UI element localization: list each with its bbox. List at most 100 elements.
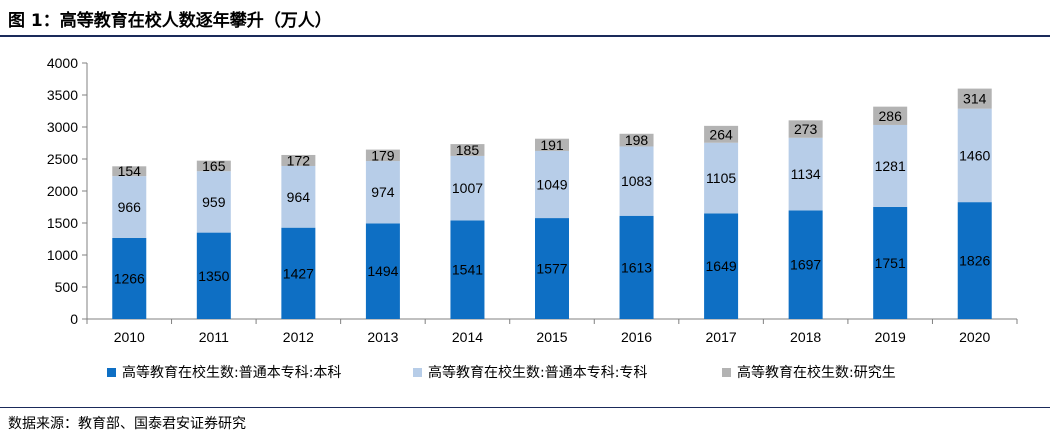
data-label: 964 [287,189,311,205]
data-label: 264 [709,126,733,142]
legend-item-junior: 高等教育在校生数:普通本专科:专科 [413,362,647,382]
data-label: 185 [456,142,480,158]
bar-segment [788,137,823,211]
y-tick-label: 500 [55,279,79,295]
data-label: 165 [202,158,226,174]
bar-segment [957,88,992,109]
data-label: 314 [963,91,987,107]
y-tick-label: 2000 [47,183,78,199]
data-label: 1281 [875,158,906,174]
data-label: 191 [540,137,564,153]
bar-segment [619,146,654,216]
data-label: 1105 [706,170,736,186]
data-label: 966 [118,199,142,215]
bar-segment [196,171,231,233]
x-tick-label: 2012 [283,329,314,345]
x-tick-label: 2011 [199,329,229,345]
footer-rule [0,407,1050,408]
bar-segment [281,154,316,166]
chart-legend: 高等教育在校生数:普通本专科:本科 高等教育在校生数:普通本专科:专科 高等教育… [0,362,1059,386]
x-tick-label: 2015 [536,329,567,345]
bar-segment [535,218,569,319]
data-label: 1751 [875,255,906,271]
bar-segment [788,210,823,319]
y-tick-label: 1000 [47,247,78,263]
bar-segment [873,206,908,319]
bar-segment [281,165,316,228]
bar-segment [873,124,908,207]
data-label: 1541 [452,262,483,278]
bar-segment [619,215,654,319]
data-label: 1697 [790,257,821,273]
x-tick-label: 2010 [114,329,145,345]
data-label: 1007 [452,180,483,196]
legend-label-junior: 高等教育在校生数:普通本专科:专科 [428,365,648,381]
legend-swatch-junior [413,367,422,377]
data-label: 1266 [114,270,145,286]
data-label: 1826 [959,253,990,269]
data-label: 1577 [536,261,567,277]
data-label: 1427 [283,265,314,281]
bar-segment [704,142,739,214]
bar-segment [450,155,485,221]
data-label: 1134 [791,166,821,182]
y-tick-label: 4000 [47,55,78,71]
bar-segment [450,220,485,319]
bar-segment [873,106,908,125]
data-label: 172 [287,152,311,168]
data-label: 286 [879,108,903,124]
bar-segment [704,125,739,143]
y-tick-label: 2500 [47,151,78,167]
x-tick-label: 2020 [959,329,990,345]
source-note: 数据来源：教育部、国泰君安证券研究 [8,416,246,432]
legend-swatch-undergrad [107,367,116,377]
x-tick-label: 2013 [367,329,398,345]
y-tick-label: 1500 [47,215,78,231]
data-label: 179 [371,147,395,163]
x-tick-label: 2018 [790,329,821,345]
legend-swatch-graduate [722,367,731,377]
bar-segment [365,149,400,162]
data-label: 1083 [621,173,652,189]
data-label: 1649 [706,258,737,274]
x-tick-label: 2016 [621,329,652,345]
stacked-bar-chart: 0 500 1000 1500 2000 2500 3000 3500 4000 1266 966 1… [47,55,1018,345]
legend-label-graduate: 高等教育在校生数:研究生 [737,365,896,381]
bar-segment [450,144,485,156]
x-tick-label: 2014 [452,329,483,345]
bar-segment [196,160,231,172]
data-label: 1613 [621,259,652,275]
bar-segment [112,237,147,319]
bar-segment [619,133,654,147]
data-label: 1494 [367,263,398,279]
bar-segment [788,120,823,138]
data-label: 959 [202,194,226,210]
data-label: 1460 [959,147,990,163]
bar-segment [112,176,147,238]
y-tick-label: 0 [70,311,78,327]
data-label: 154 [118,163,142,179]
header-rule [0,35,1050,37]
x-tick-label: 2019 [875,329,906,345]
bar-segment [112,166,147,177]
data-label: 1049 [536,177,567,193]
data-label: 974 [371,184,395,200]
y-tick-label: 3000 [47,119,78,135]
data-label: 198 [625,132,649,148]
bar-segment [365,223,400,319]
chart-title: 图 1：高等教育在校人数逐年攀升（万人） [8,11,332,31]
y-tick-label: 3500 [47,87,78,103]
bar-segment [957,202,992,319]
data-label: 1350 [198,268,229,284]
bar-segment [957,108,992,203]
bar-segment [535,138,569,151]
x-tick-label: 2017 [706,329,737,345]
legend-label-undergrad: 高等教育在校生数:普通本专科:本科 [122,365,342,381]
bar-segment [535,150,569,219]
legend-item-undergrad: 高等教育在校生数:普通本专科:本科 [107,362,341,382]
bar-segment [196,232,231,319]
bar-segment [365,161,400,224]
bar-segment [281,227,316,319]
data-label: 273 [794,121,818,137]
legend-item-graduate: 高等教育在校生数:研究生 [722,362,896,382]
